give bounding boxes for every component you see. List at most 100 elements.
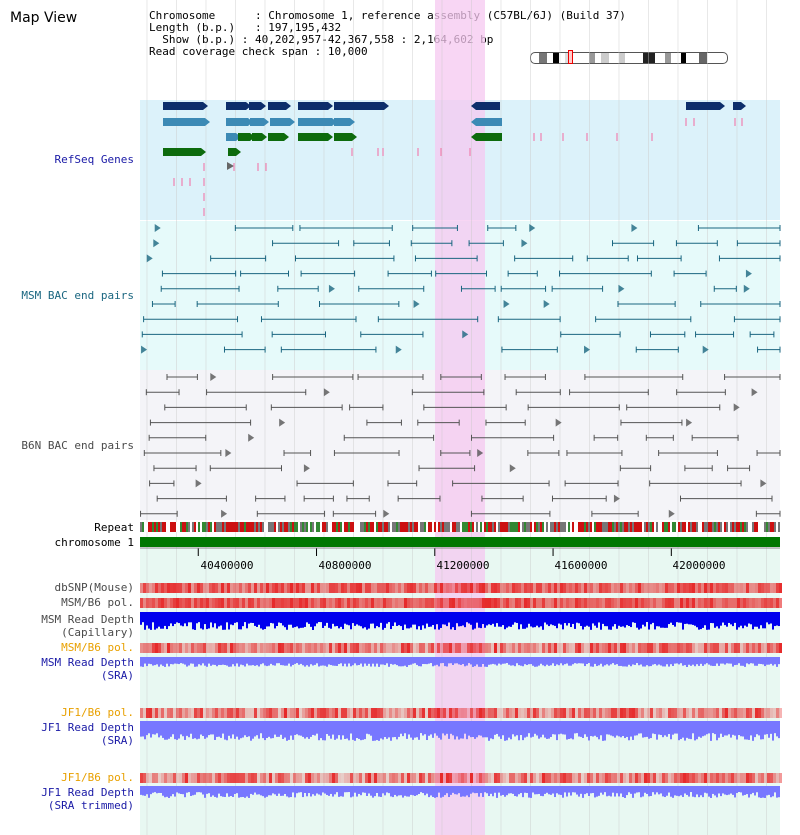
repeat-segment bbox=[602, 522, 604, 532]
repeat-segment bbox=[176, 522, 178, 532]
repeat-segment bbox=[286, 522, 288, 532]
refseq-genes-label[interactable]: RefSeq Genes bbox=[54, 153, 134, 166]
jf1-b6-pol-label[interactable]: JF1/B6 pol. bbox=[61, 706, 134, 719]
msm-read-depth-sra-label[interactable]: MSM Read Depth bbox=[41, 656, 134, 669]
repeat-segment bbox=[612, 522, 614, 532]
repeat-segment bbox=[496, 522, 498, 532]
repeat-segment bbox=[290, 522, 292, 532]
repeat-segment bbox=[216, 522, 218, 532]
repeat-segment bbox=[300, 522, 302, 532]
repeat-segment bbox=[654, 522, 656, 532]
repeat-segment bbox=[272, 522, 274, 532]
jf1-b6-pol-trimmed-label[interactable]: JF1/B6 pol. bbox=[61, 771, 134, 784]
repeat-segment bbox=[428, 522, 430, 532]
repeat-segment bbox=[144, 522, 146, 532]
repeat-segment bbox=[414, 522, 416, 532]
repeat-segment bbox=[570, 522, 572, 532]
repeat-segment bbox=[604, 522, 606, 532]
page-title: Map View bbox=[10, 10, 78, 26]
repeat-segment bbox=[486, 522, 488, 532]
repeat-segment bbox=[390, 522, 392, 532]
dbsnp-label[interactable]: dbSNP(Mouse) bbox=[54, 581, 134, 594]
repeat-segment bbox=[512, 522, 514, 532]
repeat-segment bbox=[386, 522, 388, 532]
repeat-segment bbox=[194, 522, 196, 532]
highlight-region[interactable] bbox=[435, 0, 485, 835]
repeat-segment bbox=[586, 522, 588, 532]
repeat-segment bbox=[252, 522, 254, 532]
repeat-segment bbox=[630, 522, 632, 532]
repeat-segment bbox=[738, 522, 740, 532]
chromosome-track-label[interactable]: chromosome 1 bbox=[54, 536, 134, 549]
repeat-segment bbox=[416, 522, 418, 532]
ideogram-position-marker[interactable] bbox=[568, 50, 573, 64]
repeat-segment bbox=[566, 522, 568, 532]
repeat-segment bbox=[748, 522, 750, 532]
repeat-segment bbox=[744, 522, 746, 532]
repeat-segment bbox=[400, 522, 402, 532]
repeat-segment bbox=[588, 522, 590, 532]
repeat-segment bbox=[590, 522, 592, 532]
axis-tick-label: 40400000 bbox=[200, 559, 254, 572]
jf1-read-depth-trimmed-label[interactable]: JF1 Read Depth bbox=[41, 786, 134, 799]
axis-tick-label: 40800000 bbox=[318, 559, 372, 572]
repeat-segment bbox=[734, 522, 736, 532]
repeat-segment bbox=[594, 522, 596, 532]
repeat-segment bbox=[380, 522, 382, 532]
repeat-segment bbox=[344, 522, 346, 532]
repeat-segment bbox=[532, 522, 534, 532]
repeat-segment bbox=[408, 522, 410, 532]
repeat-segment bbox=[772, 522, 774, 532]
msm-read-depth-sra-sub: (SRA) bbox=[100, 669, 134, 682]
repeat-segment bbox=[558, 522, 560, 532]
repeat-segment bbox=[684, 522, 686, 532]
repeat-segment bbox=[432, 522, 434, 532]
repeat-segment bbox=[158, 522, 160, 532]
repeat-segment bbox=[318, 522, 320, 532]
msm-b6-pol-sra-label[interactable]: MSM/B6 pol. bbox=[61, 641, 134, 654]
repeat-segment bbox=[212, 522, 214, 532]
repeat-segment bbox=[656, 522, 658, 532]
repeat-segment bbox=[388, 522, 390, 532]
b6n-bac-label[interactable]: B6N BAC end pairs bbox=[21, 439, 134, 452]
repeat-segment bbox=[492, 522, 494, 532]
repeat-segment bbox=[542, 522, 544, 532]
repeat-segment bbox=[614, 522, 616, 532]
msm-bac-label[interactable]: MSM BAC end pairs bbox=[21, 289, 134, 302]
repeat-segment bbox=[426, 522, 428, 532]
repeat-segment bbox=[562, 522, 564, 532]
repeat-segment bbox=[534, 522, 536, 532]
axis-tick-label: 41600000 bbox=[554, 559, 608, 572]
repeat-label[interactable]: Repeat bbox=[94, 521, 134, 534]
repeat-segment bbox=[732, 522, 734, 532]
repeat-segment bbox=[644, 522, 646, 532]
chromosome-ideogram[interactable] bbox=[530, 52, 728, 64]
repeat-segment bbox=[360, 522, 362, 532]
repeat-segment bbox=[314, 522, 316, 532]
repeat-segment bbox=[260, 522, 262, 532]
repeat-segment bbox=[278, 522, 280, 532]
msm-read-depth-capillary-label[interactable]: MSM Read Depth bbox=[41, 613, 134, 626]
repeat-segment bbox=[218, 522, 220, 532]
repeat-segment bbox=[714, 522, 716, 532]
repeat-segment bbox=[528, 522, 530, 532]
repeat-segment bbox=[404, 522, 406, 532]
repeat-segment bbox=[262, 522, 264, 532]
repeat-segment bbox=[418, 522, 420, 532]
repeat-segment bbox=[162, 522, 164, 532]
repeat-segment bbox=[222, 522, 224, 532]
repeat-segment bbox=[554, 522, 556, 532]
repeat-segment bbox=[688, 522, 690, 532]
repeat-segment bbox=[668, 522, 670, 532]
repeat-segment bbox=[564, 522, 566, 532]
repeat-segment bbox=[686, 522, 688, 532]
repeat-segment bbox=[658, 522, 660, 532]
repeat-segment bbox=[168, 522, 170, 532]
jf1-read-depth-sra-label[interactable]: JF1 Read Depth bbox=[41, 721, 134, 734]
msm-b6-pol-label[interactable]: MSM/B6 pol. bbox=[61, 596, 134, 609]
repeat-segment bbox=[640, 522, 642, 532]
repeat-segment bbox=[778, 522, 780, 532]
repeat-segment bbox=[204, 522, 206, 532]
repeat-segment bbox=[192, 522, 194, 532]
repeat-segment bbox=[726, 522, 728, 532]
